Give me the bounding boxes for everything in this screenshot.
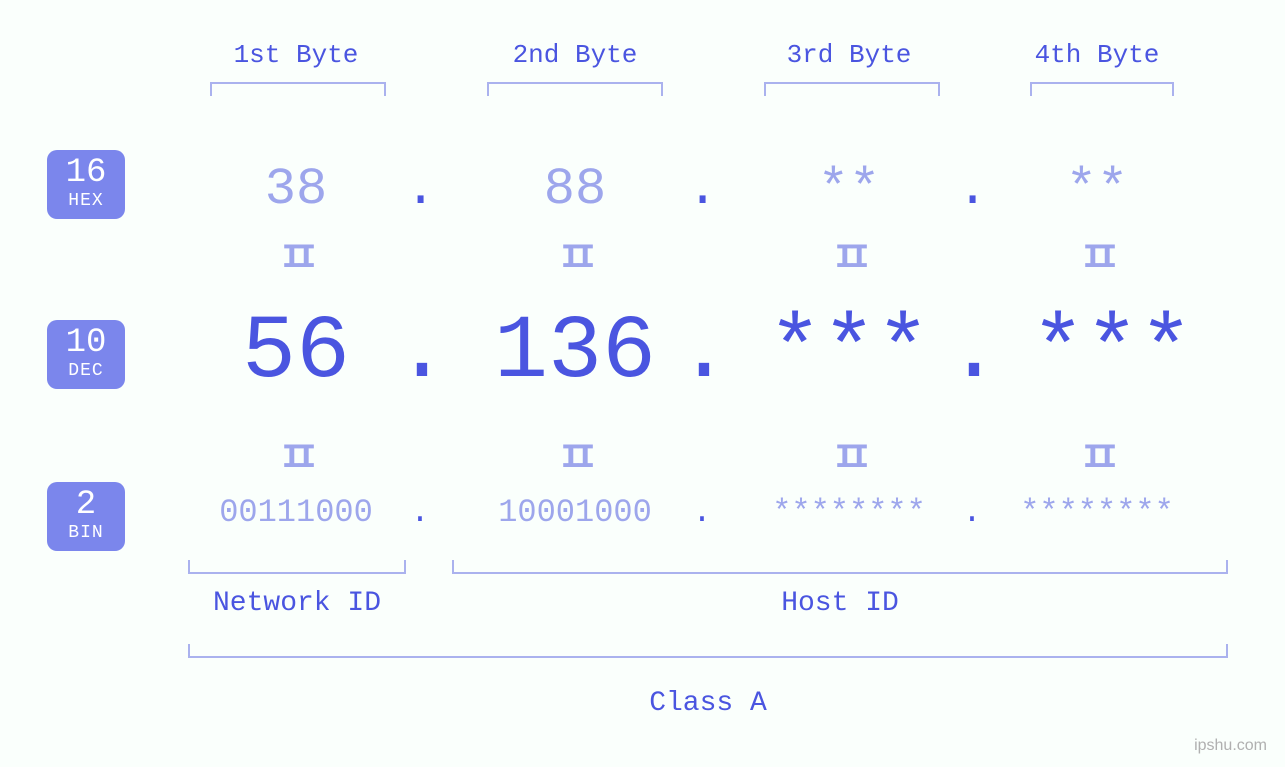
watermark: ipshu.com [1194,737,1267,755]
host-label: Host ID [452,588,1228,619]
network-label: Network ID [188,588,406,619]
dec-byte-2: 136 [445,302,705,404]
header-bracket-2 [487,82,663,96]
hex-dot-2: . [687,160,717,219]
equals-2-2: II [555,440,595,478]
equals-1-4: II [1077,240,1117,278]
dec-dot-1: . [395,302,425,404]
bin-badge: 2 BIN [47,482,125,551]
header-bracket-1 [210,82,386,96]
class-bracket [188,644,1228,658]
dec-dot-2: . [677,302,707,404]
equals-2-1: II [276,440,316,478]
hex-byte-2: 88 [465,160,685,219]
dec-badge: 10 DEC [47,320,125,389]
hex-badge: 16 HEX [47,150,125,219]
dec-byte-3: *** [719,302,979,404]
hex-byte-4: ** [987,160,1207,219]
network-bracket [188,560,406,574]
hex-dot-3: . [957,160,987,219]
dec-badge-name: DEC [47,362,125,381]
header-bracket-3 [764,82,940,96]
dec-byte-1: 56 [166,302,426,404]
bin-byte-4: ******** [967,494,1227,531]
dec-badge-base: 10 [47,326,125,362]
byte-header-2: 2nd Byte [475,40,675,70]
hex-byte-1: 38 [186,160,406,219]
bin-badge-name: BIN [47,524,125,543]
equals-2-4: II [1077,440,1117,478]
dec-byte-4: *** [982,302,1242,404]
equals-1-2: II [555,240,595,278]
hex-badge-name: HEX [47,192,125,211]
equals-1-3: II [829,240,869,278]
equals-1-1: II [276,240,316,278]
bin-byte-1: 00111000 [166,494,426,531]
bin-byte-3: ******** [719,494,979,531]
byte-header-1: 1st Byte [196,40,396,70]
bin-dot-2: . [687,494,717,531]
bin-badge-base: 2 [47,488,125,524]
bin-dot-1: . [405,494,435,531]
bin-byte-2: 10001000 [445,494,705,531]
host-bracket [452,560,1228,574]
equals-2-3: II [829,440,869,478]
byte-header-4: 4th Byte [997,40,1197,70]
byte-header-3: 3rd Byte [749,40,949,70]
header-bracket-4 [1030,82,1174,96]
hex-badge-base: 16 [47,156,125,192]
hex-dot-1: . [405,160,435,219]
hex-byte-3: ** [739,160,959,219]
dec-dot-3: . [947,302,977,404]
class-label: Class A [188,688,1228,719]
